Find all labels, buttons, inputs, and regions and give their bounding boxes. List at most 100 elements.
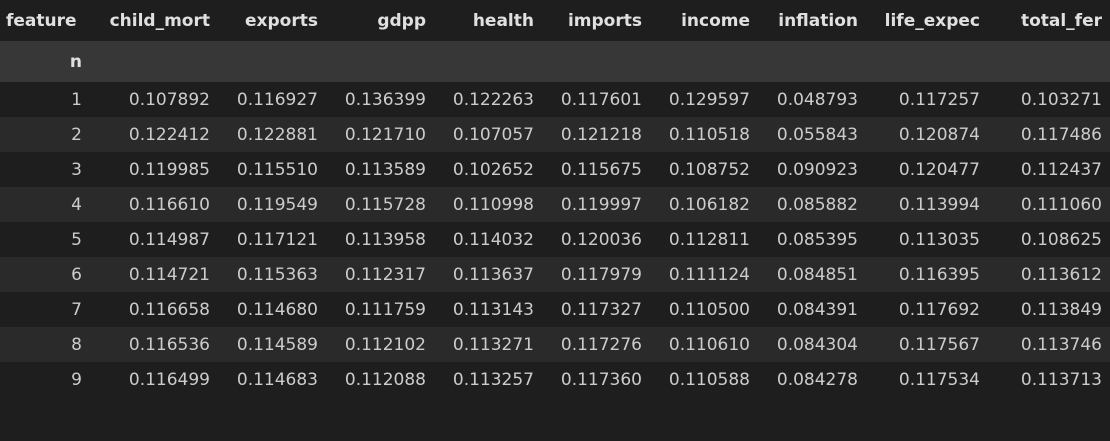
table-cell: 0.084278: [758, 362, 866, 397]
table-cell: 0.108625: [988, 222, 1110, 257]
table-row: 6 0.114721 0.115363 0.112317 0.113637 0.11797…: [0, 257, 1110, 292]
table-cell: 0.119997: [542, 187, 650, 222]
table-cell: 0.117534: [866, 362, 988, 397]
index-row-blank: [650, 41, 758, 82]
table-cell: 0.117567: [866, 327, 988, 362]
index-row-blank: [434, 41, 542, 82]
table-cell: 0.110500: [650, 292, 758, 327]
table-cell: 0.113746: [988, 327, 1110, 362]
table-cell: 0.117257: [866, 82, 988, 117]
table-cell: 0.114680: [218, 292, 326, 327]
columns-name-header: feature: [0, 0, 90, 41]
table-cell: 0.114032: [434, 222, 542, 257]
row-index-cell: 6: [0, 257, 90, 292]
table-cell: 0.113257: [434, 362, 542, 397]
table-cell: 0.120874: [866, 117, 988, 152]
table-row: 4 0.116610 0.119549 0.115728 0.110998 0.11999…: [0, 187, 1110, 222]
table-cell: 0.117360: [542, 362, 650, 397]
index-row-blank: [866, 41, 988, 82]
table-cell: 0.110518: [650, 117, 758, 152]
table-cell: 0.113958: [326, 222, 434, 257]
table-cell: 0.114589: [218, 327, 326, 362]
table-cell: 0.112437: [988, 152, 1110, 187]
table-cell: 0.110610: [650, 327, 758, 362]
table-cell: 0.113035: [866, 222, 988, 257]
column-header-income: income: [650, 0, 758, 41]
index-name-row: n: [0, 41, 1110, 82]
table-cell: 0.084391: [758, 292, 866, 327]
table-cell: 0.113994: [866, 187, 988, 222]
row-index-cell: 3: [0, 152, 90, 187]
table-cell: 0.136399: [326, 82, 434, 117]
index-row-blank: [218, 41, 326, 82]
table-cell: 0.084851: [758, 257, 866, 292]
table-cell: 0.117601: [542, 82, 650, 117]
column-header-total-fer: total_fer: [988, 0, 1110, 41]
table-cell: 0.116536: [90, 327, 218, 362]
table-cell: 0.111060: [988, 187, 1110, 222]
table-cell: 0.120036: [542, 222, 650, 257]
row-index-cell: 1: [0, 82, 90, 117]
table-cell: 0.122263: [434, 82, 542, 117]
table-cell: 0.117327: [542, 292, 650, 327]
table-cell: 0.111124: [650, 257, 758, 292]
table-cell: 0.117979: [542, 257, 650, 292]
table-cell: 0.113713: [988, 362, 1110, 397]
row-index-cell: 9: [0, 362, 90, 397]
column-header-imports: imports: [542, 0, 650, 41]
table-cell: 0.112811: [650, 222, 758, 257]
dataframe-table: feature child_mort exports gdpp health i…: [0, 0, 1110, 397]
table-cell: 0.090923: [758, 152, 866, 187]
table-cell: 0.114683: [218, 362, 326, 397]
table-cell: 0.107057: [434, 117, 542, 152]
table-cell: 0.108752: [650, 152, 758, 187]
table-cell: 0.119985: [90, 152, 218, 187]
table-row: 3 0.119985 0.115510 0.113589 0.102652 0.11567…: [0, 152, 1110, 187]
table-cell: 0.129597: [650, 82, 758, 117]
column-header-life-expec: life_expec: [866, 0, 988, 41]
column-header-inflation: inflation: [758, 0, 866, 41]
table-row: 8 0.116536 0.114589 0.112102 0.113271 0.11727…: [0, 327, 1110, 362]
table-cell: 0.084304: [758, 327, 866, 362]
table-cell: 0.103271: [988, 82, 1110, 117]
table-body: 1 0.107892 0.116927 0.136399 0.122263 0.11760…: [0, 82, 1110, 397]
table-row: 9 0.116499 0.114683 0.112088 0.113257 0.11736…: [0, 362, 1110, 397]
table-cell: 0.112088: [326, 362, 434, 397]
table-cell: 0.117486: [988, 117, 1110, 152]
table-cell: 0.117276: [542, 327, 650, 362]
table-row: 5 0.114987 0.117121 0.113958 0.114032 0.12003…: [0, 222, 1110, 257]
table-cell: 0.055843: [758, 117, 866, 152]
table-cell: 0.114721: [90, 257, 218, 292]
table-cell: 0.113612: [988, 257, 1110, 292]
table-cell: 0.107892: [90, 82, 218, 117]
table-cell: 0.115510: [218, 152, 326, 187]
table-cell: 0.112317: [326, 257, 434, 292]
column-header-child-mort: child_mort: [90, 0, 218, 41]
table-cell: 0.111759: [326, 292, 434, 327]
table-cell: 0.116658: [90, 292, 218, 327]
index-row-blank: [988, 41, 1110, 82]
table-cell: 0.110588: [650, 362, 758, 397]
table-row: 2 0.122412 0.122881 0.121710 0.107057 0.12121…: [0, 117, 1110, 152]
table-cell: 0.115675: [542, 152, 650, 187]
table-cell: 0.116499: [90, 362, 218, 397]
table-cell: 0.116395: [866, 257, 988, 292]
row-index-cell: 7: [0, 292, 90, 327]
table-cell: 0.102652: [434, 152, 542, 187]
table-cell: 0.121710: [326, 117, 434, 152]
table-cell: 0.113271: [434, 327, 542, 362]
column-header-row: feature child_mort exports gdpp health i…: [0, 0, 1110, 41]
index-row-blank: [542, 41, 650, 82]
row-index-cell: 8: [0, 327, 90, 362]
table-cell: 0.119549: [218, 187, 326, 222]
table-cell: 0.113589: [326, 152, 434, 187]
table-cell: 0.085395: [758, 222, 866, 257]
table-row: 7 0.116658 0.114680 0.111759 0.113143 0.11732…: [0, 292, 1110, 327]
table-cell: 0.116610: [90, 187, 218, 222]
row-index-cell: 2: [0, 117, 90, 152]
table-cell: 0.048793: [758, 82, 866, 117]
column-header-health: health: [434, 0, 542, 41]
table-cell: 0.115728: [326, 187, 434, 222]
table-cell: 0.113143: [434, 292, 542, 327]
table-cell: 0.114987: [90, 222, 218, 257]
